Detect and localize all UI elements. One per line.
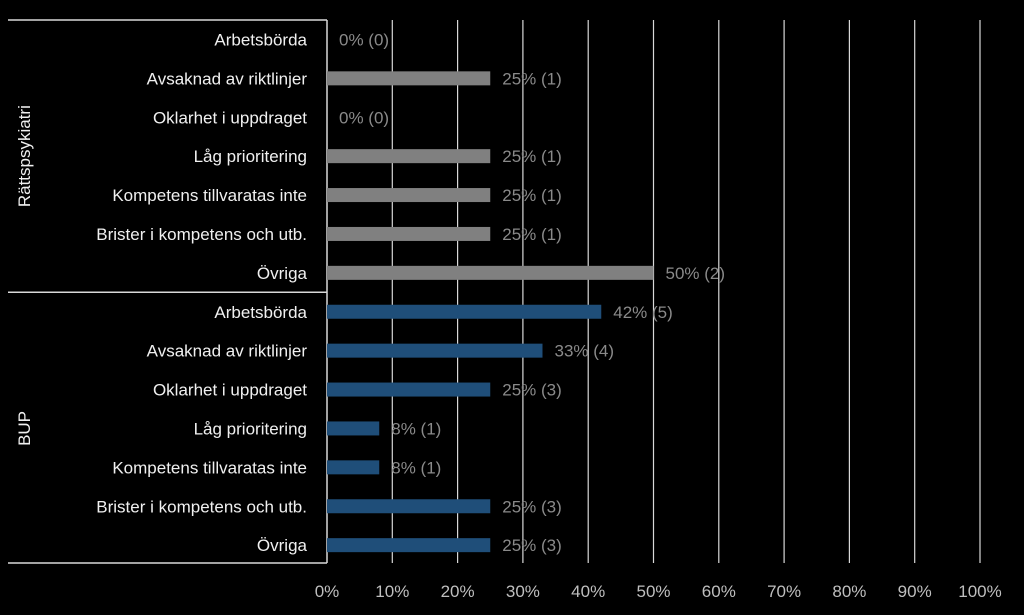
data-label: 25% (3) [502,536,562,555]
bar [327,265,654,280]
bars [327,71,654,553]
category-label: Arbetsbörda [214,303,307,322]
category-label: Kompetens tillvaratas inte [112,458,307,477]
x-tick-label: 90% [898,582,932,601]
bar [327,304,602,319]
bar [327,460,380,475]
bar [327,71,491,86]
x-tick-label: 0% [315,582,340,601]
x-tick-label: 100% [958,582,1001,601]
data-label: 0% (0) [339,30,389,49]
category-label: Övriga [257,264,308,283]
bar [327,149,491,164]
gridlines [391,20,981,563]
data-label: 25% (1) [502,147,562,166]
category-label: Låg prioritering [194,147,307,166]
category-label: Avsaknad av riktlinjer [147,342,308,361]
category-label: Brister i kompetens och utb. [96,497,307,516]
bar [327,382,491,397]
category-label: Brister i kompetens och utb. [96,225,307,244]
x-tick-label: 50% [636,582,670,601]
bar [327,538,491,553]
bar [327,499,491,514]
category-label: Arbetsbörda [214,30,307,49]
data-label: 8% (1) [391,458,441,477]
x-tick-label: 10% [375,582,409,601]
data-label: 25% (3) [502,381,562,400]
group-label: Rättspsykiatri [15,105,34,207]
group-label: BUP [15,411,34,446]
x-tick-label: 60% [702,582,736,601]
x-tick-label: 70% [767,582,801,601]
category-label: Övriga [257,536,308,555]
data-label: 8% (1) [391,419,441,438]
category-label: Låg prioritering [194,419,307,438]
bar [327,343,543,358]
x-tick-label: 30% [506,582,540,601]
x-tick-label: 20% [441,582,475,601]
data-label: 25% (1) [502,186,562,205]
data-label: 25% (3) [502,497,562,516]
x-tick-label: 40% [571,582,605,601]
category-label: Avsaknad av riktlinjer [147,69,308,88]
labels: 0% 10% 20% 30% 40% 50% 60% 70% 80% 90% 100% Arbetsb… [15,30,1002,601]
data-label: 0% (0) [339,108,389,127]
data-label: 33% (4) [554,342,614,361]
data-label: 50% (2) [666,264,726,283]
data-label: 25% (1) [502,69,562,88]
category-label: Oklarhet i uppdraget [153,381,307,400]
data-label: 42% (5) [613,303,673,322]
category-label: Oklarhet i uppdraget [153,108,307,127]
bar [327,226,491,241]
data-label: 25% (1) [502,225,562,244]
bar [327,188,491,203]
bar [327,421,380,436]
category-label: Kompetens tillvaratas inte [112,186,307,205]
x-tick-label: 80% [832,582,866,601]
